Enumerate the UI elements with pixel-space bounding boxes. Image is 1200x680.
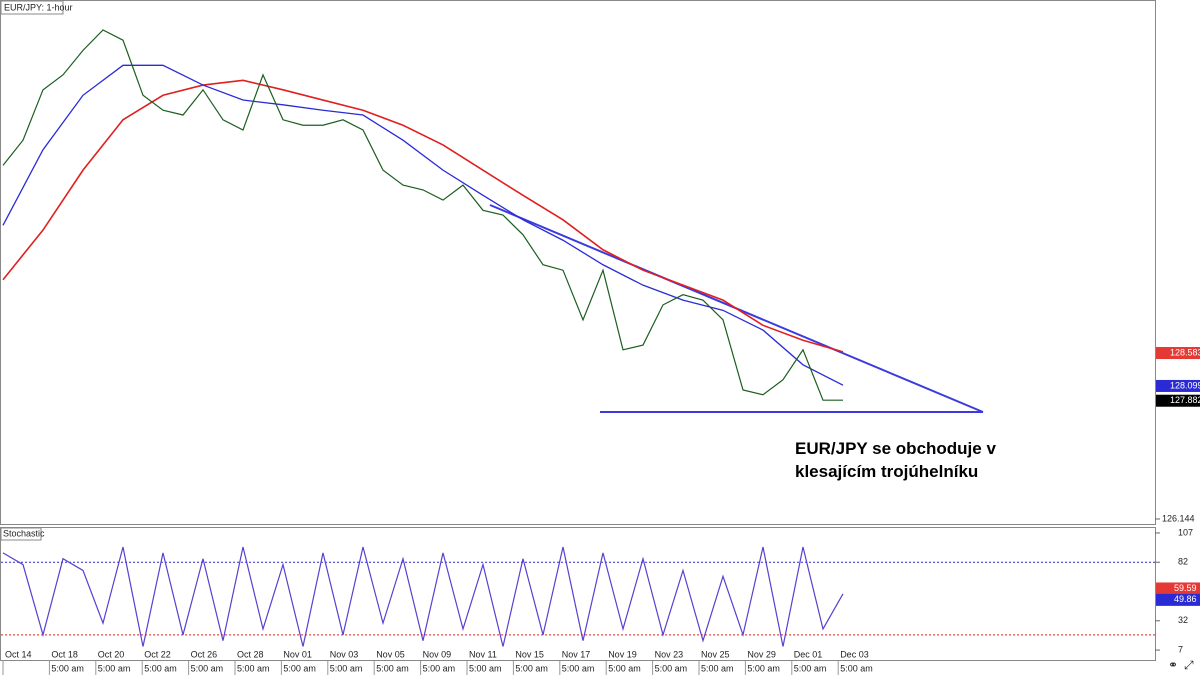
x-time-label: 5:00 am [330, 663, 363, 673]
x-date-label: Dec 03 [840, 649, 869, 659]
x-date-label: Nov 11 [469, 649, 497, 659]
price-tag [1156, 394, 1200, 407]
x-date-label: Oct 22 [144, 649, 171, 659]
x-time-label: 5:00 am [608, 663, 641, 673]
x-date-label: Dec 01 [794, 649, 823, 659]
price-tag-label: 128.099 [1170, 380, 1200, 390]
x-time-label: 5:00 am [237, 663, 270, 673]
x-date-label: Nov 17 [562, 649, 591, 659]
title-box [0, 0, 64, 15]
stoch-line [2, 546, 844, 647]
x-date-label: Nov 15 [515, 649, 544, 659]
x-time-label: 5:00 am [794, 663, 827, 673]
x-date-label: Oct 14 [5, 649, 32, 659]
stoch-tick-label: 32 [1178, 615, 1188, 625]
icon[interactable]: ⚭ [1168, 658, 1178, 672]
x-date-label: Nov 05 [376, 649, 405, 659]
main-panel [0, 0, 1156, 525]
stoch-tick-label: 82 [1178, 557, 1188, 567]
stoch-title-box [0, 527, 42, 541]
x-date-label: Oct 26 [191, 649, 218, 659]
title: EUR/JPY: 1-hour [4, 2, 73, 12]
x-time-label: 5:00 am [144, 663, 177, 673]
x-date-label: Nov 03 [330, 649, 359, 659]
price-line [2, 29, 843, 401]
stoch-tick-label: 107 [1178, 527, 1193, 537]
icon[interactable]: ⤢ [1183, 658, 1194, 672]
x-time-label: 5:00 am [562, 663, 595, 673]
x-time-label: 5:00 am [191, 663, 224, 673]
x-time-label: 5:00 am [747, 663, 780, 673]
x-date-label: Nov 09 [423, 649, 452, 659]
price-tag [1156, 347, 1200, 360]
x-time-label: 5:00 am [98, 663, 131, 673]
x-time-label: 5:00 am [283, 663, 316, 673]
annotation: EUR/JPY se obchoduje v [795, 439, 996, 458]
x-date-label: Nov 29 [747, 649, 776, 659]
x-time-label: 5:00 am [515, 663, 548, 673]
price-tag-label: 128.583 [1170, 347, 1200, 357]
stoch-readout-label: 59.59 [1174, 583, 1197, 593]
x-time-label: 5:00 am [840, 663, 873, 673]
x-time-label: 5:00 am [469, 663, 502, 673]
x-date-label: Nov 23 [655, 649, 684, 659]
stoch-panel [0, 527, 1156, 661]
x-date-label: Oct 18 [51, 649, 78, 659]
x-time-label: 5:00 am [376, 663, 409, 673]
stoch-readout-label: 49.86 [1174, 594, 1197, 604]
ma_slow-line [2, 79, 844, 353]
stoch-readout [1156, 582, 1200, 595]
x-date-label: Oct 20 [98, 649, 125, 659]
x-time-label: 5:00 am [701, 663, 734, 673]
ma_fast-line [2, 64, 844, 386]
x-time-label: 5:00 am [51, 663, 84, 673]
x-date-label: Oct 28 [237, 649, 264, 659]
x-time-label: 5:00 am [423, 663, 456, 673]
price-tag-label: 127.882 [1170, 395, 1200, 405]
price-tag [1156, 379, 1200, 392]
stoch-tick-label: 7 [1178, 644, 1183, 654]
x-date-label: Nov 01 [283, 649, 312, 659]
x-date-label: Nov 25 [701, 649, 730, 659]
annotation: klesajícím trojúhelníku [795, 462, 978, 481]
x-time-label: 5:00 am [655, 663, 688, 673]
x-date-label: Nov 19 [608, 649, 637, 659]
stoch-title: Stochastic [3, 528, 45, 538]
y-tick-label: 126.144 [1162, 513, 1195, 523]
stoch-readout [1156, 593, 1200, 606]
